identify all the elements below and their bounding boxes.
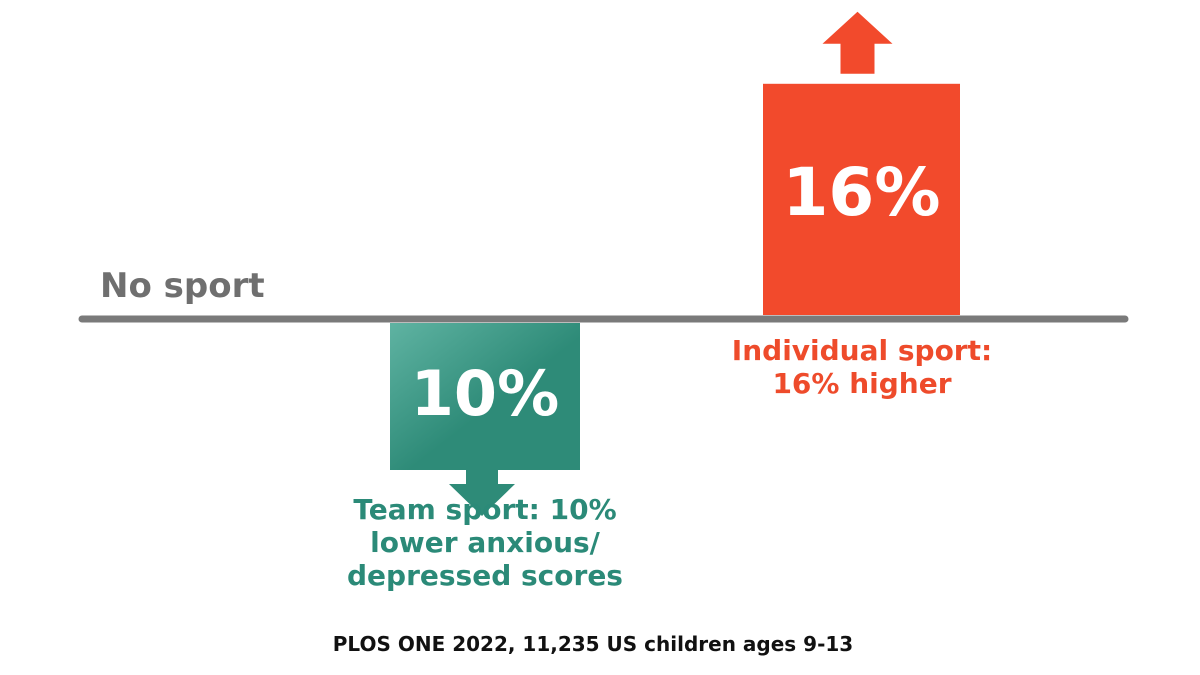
team-sport-value-label: 10% [410,357,560,430]
team-sport-bar [390,323,580,470]
team-sport-caption: Team sport: 10% lower anxious/ depressed… [347,493,623,592]
individual-sport-bar [763,83,960,315]
individual-sport-caption: Individual sport: 16% higher [731,334,993,400]
individual-sport-value-label: 16% [782,153,941,231]
baseline-label: No sport [100,266,265,306]
source-citation: PLOS ONE 2022, 11,235 US children ages 9… [332,632,854,656]
team-sport-down-arrow-icon [449,460,515,516]
individual-sport-up-arrow-icon [822,11,893,74]
